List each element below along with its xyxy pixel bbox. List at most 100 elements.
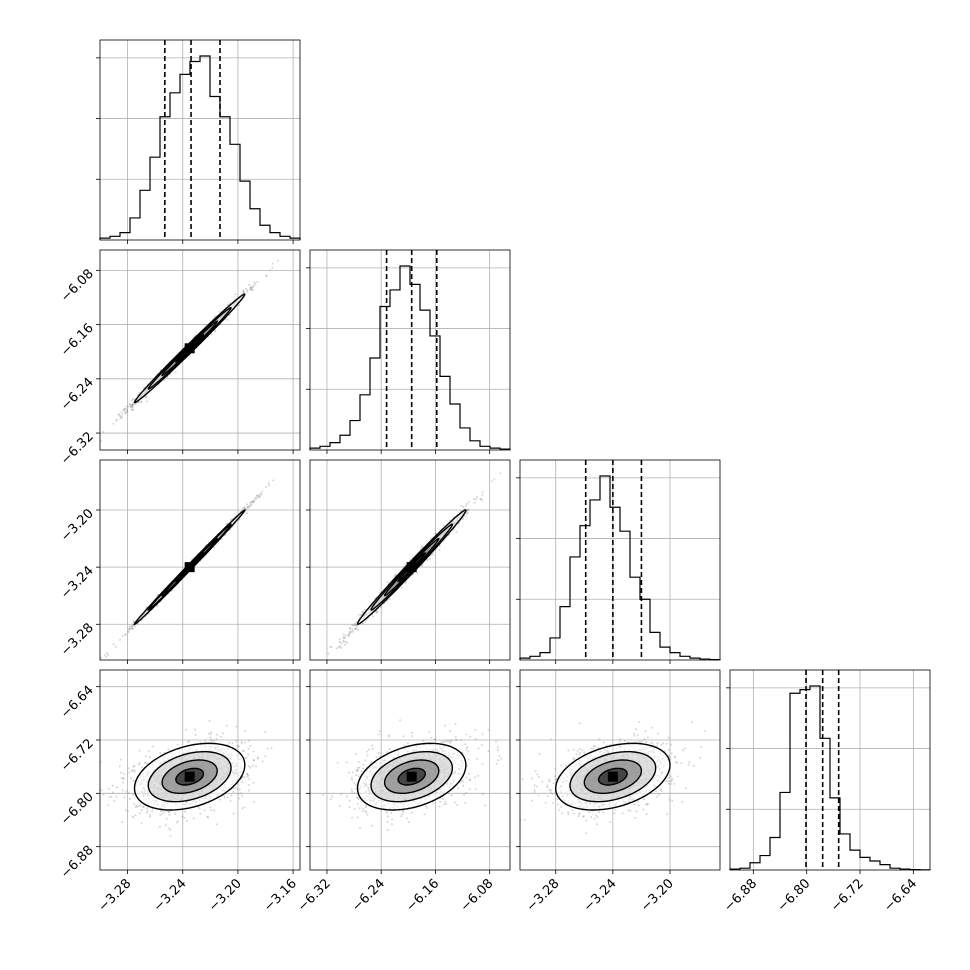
y-tick-label: −6.16: [58, 321, 97, 360]
sample-point: [132, 398, 135, 401]
sample-point: [137, 763, 140, 766]
sample-point: [252, 764, 254, 767]
panel-1-0: −6.32−6.24−6.16−6.08: [58, 249, 301, 468]
sample-point: [130, 405, 133, 408]
sample-point: [388, 598, 391, 601]
sample-point: [146, 810, 149, 813]
sample-point: [260, 491, 263, 494]
sample-point: [395, 573, 398, 576]
sample-point: [184, 810, 187, 813]
sample-point: [134, 814, 137, 817]
sample-point: [348, 627, 351, 629]
sample-point: [224, 796, 226, 799]
sample-point: [112, 643, 115, 646]
sample-point: [130, 625, 133, 628]
sample-point: [116, 418, 119, 421]
sample-point: [465, 512, 468, 515]
sample-point: [393, 574, 396, 577]
sample-point: [344, 637, 346, 639]
sample-point: [250, 503, 253, 506]
sample-point: [210, 333, 213, 336]
histogram-1: [309, 265, 511, 450]
sample-point: [194, 733, 197, 736]
sample-point: [134, 806, 137, 808]
sample-point: [129, 403, 132, 406]
sample-point: [140, 401, 143, 403]
sample-point: [214, 329, 217, 332]
sample-point: [138, 749, 141, 752]
sample-point: [351, 624, 354, 627]
sample-point: [245, 508, 248, 511]
sample-point: [126, 410, 129, 412]
sample-point: [123, 409, 126, 412]
sample-point: [372, 615, 375, 618]
sample-point: [128, 628, 131, 631]
sample-point: [338, 638, 341, 641]
sample-point: [162, 379, 165, 382]
y-tick-label: −6.24: [58, 375, 97, 414]
sample-point: [168, 813, 171, 816]
peak-density: [406, 562, 417, 573]
sample-point: [136, 805, 139, 808]
sample-point: [265, 274, 268, 277]
sample-point: [457, 522, 460, 525]
sample-point: [351, 628, 354, 631]
sample-point: [128, 771, 131, 774]
sample-point: [248, 283, 251, 286]
sample-point: [405, 580, 408, 583]
sample-point: [360, 613, 363, 616]
sample-point: [421, 563, 424, 566]
sample-point: [267, 482, 270, 485]
sample-point: [128, 402, 131, 405]
sample-point: [207, 732, 210, 735]
sample-point: [145, 395, 148, 398]
sample-point: [130, 399, 133, 402]
sample-point: [159, 810, 162, 813]
sample-point: [125, 405, 128, 408]
panel-frame: [99, 249, 301, 451]
sample-point: [320, 664, 322, 666]
sample-point: [115, 786, 118, 789]
sample-point: [452, 528, 455, 531]
sample-point: [253, 499, 256, 502]
sample-point: [277, 259, 279, 262]
sample-point: [243, 506, 246, 509]
sample-point: [188, 354, 191, 357]
sample-point: [416, 571, 419, 574]
sample-point: [206, 815, 209, 818]
sample-point: [151, 808, 154, 810]
sample-point: [232, 787, 235, 790]
sample-point: [356, 628, 359, 631]
sample-point: [131, 627, 134, 630]
sample-point: [131, 408, 133, 411]
peak-density: [184, 343, 195, 354]
scatter-points: [100, 460, 291, 659]
sample-point: [257, 494, 260, 497]
sample-point: [106, 652, 108, 654]
sample-point: [245, 512, 248, 515]
sample-point: [347, 633, 350, 636]
sample-point: [131, 403, 134, 406]
sample-point: [490, 480, 493, 483]
sample-point: [431, 553, 434, 556]
sample-point: [132, 779, 135, 782]
sample-point: [131, 626, 134, 629]
sample-point: [161, 812, 164, 815]
sample-point: [213, 330, 216, 333]
sample-point: [241, 781, 244, 784]
sample-point: [352, 630, 355, 633]
sample-point: [130, 627, 133, 630]
sample-point: [354, 627, 357, 630]
sample-point: [253, 801, 256, 803]
sample-point: [255, 494, 258, 497]
sample-point: [467, 509, 470, 511]
sample-point: [466, 508, 469, 511]
sample-point: [246, 772, 249, 775]
sample-point: [329, 645, 332, 648]
sample-point: [349, 627, 352, 630]
sample-point: [225, 724, 228, 727]
sample-point: [247, 505, 250, 508]
y-tick-label: −3.24: [58, 563, 97, 602]
sample-point: [374, 611, 377, 614]
